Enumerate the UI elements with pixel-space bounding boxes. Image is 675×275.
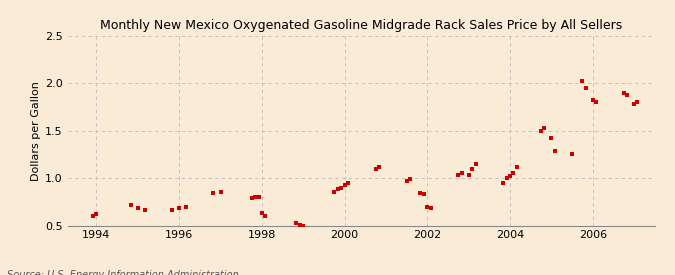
Point bbox=[246, 196, 257, 200]
Point bbox=[167, 208, 178, 213]
Point bbox=[622, 92, 632, 97]
Point bbox=[505, 174, 516, 178]
Title: Monthly New Mexico Oxygenated Gasoline Midgrade Rack Sales Price by All Sellers: Monthly New Mexico Oxygenated Gasoline M… bbox=[100, 19, 622, 32]
Point bbox=[508, 171, 518, 175]
Text: Source: U.S. Energy Information Administration: Source: U.S. Energy Information Administ… bbox=[7, 271, 238, 275]
Point bbox=[88, 214, 99, 218]
Point bbox=[591, 100, 601, 104]
Point bbox=[456, 171, 467, 175]
Point bbox=[91, 212, 102, 216]
Point bbox=[415, 191, 426, 196]
Point bbox=[466, 166, 477, 171]
Y-axis label: Dollars per Gallon: Dollars per Gallon bbox=[31, 81, 40, 181]
Point bbox=[291, 221, 302, 225]
Point bbox=[536, 128, 547, 133]
Point bbox=[502, 176, 512, 180]
Point bbox=[404, 177, 415, 181]
Point bbox=[422, 204, 433, 209]
Point bbox=[632, 100, 643, 104]
Point bbox=[298, 223, 308, 228]
Point bbox=[425, 206, 436, 211]
Point bbox=[539, 126, 549, 130]
Point bbox=[618, 90, 629, 95]
Point bbox=[140, 208, 151, 213]
Point bbox=[332, 187, 343, 192]
Point bbox=[373, 164, 384, 169]
Point bbox=[339, 183, 350, 187]
Point bbox=[173, 206, 184, 211]
Point bbox=[250, 195, 261, 199]
Point bbox=[566, 152, 577, 156]
Point bbox=[512, 164, 522, 169]
Point bbox=[370, 166, 381, 171]
Point bbox=[453, 173, 464, 177]
Point bbox=[549, 149, 560, 154]
Point bbox=[329, 190, 340, 194]
Point bbox=[580, 86, 591, 90]
Point bbox=[336, 185, 347, 190]
Point bbox=[342, 181, 353, 185]
Point bbox=[256, 211, 267, 215]
Point bbox=[587, 98, 598, 103]
Point bbox=[215, 190, 226, 194]
Point bbox=[126, 202, 136, 207]
Point bbox=[470, 162, 481, 166]
Point bbox=[628, 102, 639, 106]
Point bbox=[418, 192, 429, 196]
Point bbox=[132, 206, 143, 211]
Point bbox=[401, 179, 412, 183]
Point bbox=[181, 204, 192, 209]
Point bbox=[294, 222, 305, 227]
Point bbox=[260, 214, 271, 218]
Point bbox=[497, 181, 508, 185]
Point bbox=[577, 79, 588, 84]
Point bbox=[253, 195, 264, 199]
Point bbox=[208, 191, 219, 196]
Point bbox=[546, 136, 557, 141]
Point bbox=[463, 173, 474, 177]
